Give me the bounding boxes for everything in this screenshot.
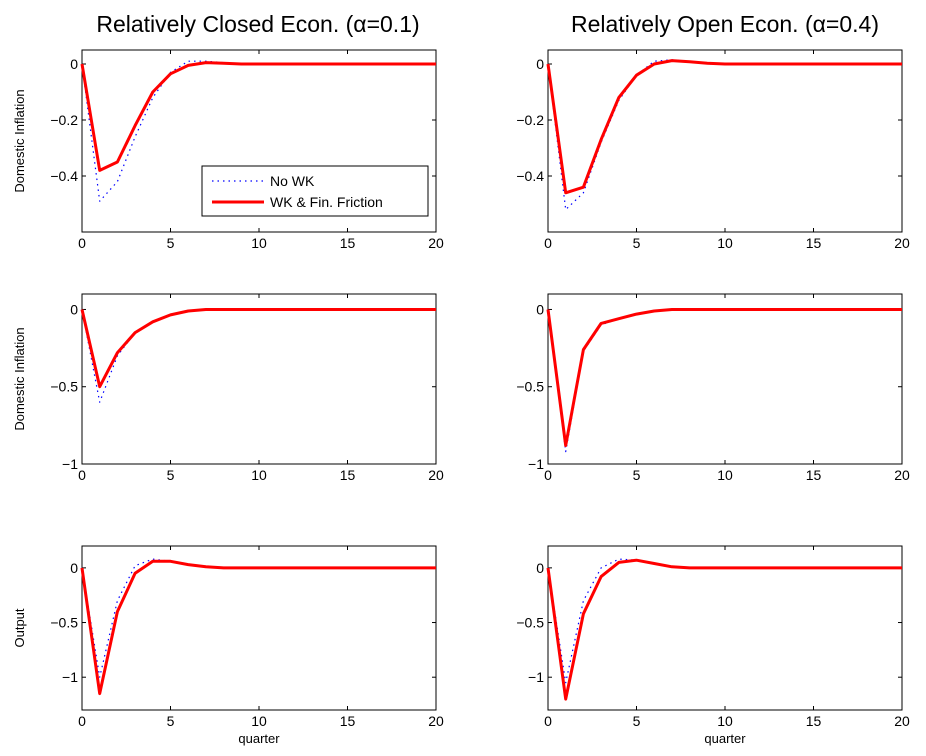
x-tick-label: 10 [251,713,267,729]
y-axis-label: Domestic Inflation [12,89,27,192]
panel-2: 0 5 10 15 20 0 −0.2 −0.4 [516,49,910,251]
y-tick-label: −1 [528,669,544,685]
y-tick-label: 0 [536,560,544,576]
panel-5: 0 5 10 15 20 0 −0.5 −1 Output quarter [12,545,444,746]
x-tick-label: 15 [340,467,356,483]
x-tick-label: 20 [894,467,910,483]
x-tick-label: 5 [633,235,641,251]
x-tick-label: 20 [894,235,910,251]
y-tick-label: 0 [70,56,78,72]
y-tick-label: −1 [62,456,78,472]
series-line-wk-fin-friction [546,558,902,701]
panel-6: 0 5 10 15 20 0 −0.5 −1 quarter [516,545,910,746]
x-tick-label: 5 [167,713,175,729]
legend: No WK WK & Fin. Friction [201,165,429,217]
x-tick-label: 10 [717,713,733,729]
panel-1: 0 5 10 15 20 0 −0.2 −0.4 Domestic Inflation [12,49,444,251]
x-tick-label: 10 [251,235,267,251]
x-tick-label: 0 [78,713,86,729]
x-tick-label: 15 [340,235,356,251]
x-tick-label: 5 [633,713,641,729]
axes-box [81,545,437,711]
series-line-no-wk [547,308,902,453]
y-tick-label: −0.4 [50,168,78,184]
axes-box [547,545,903,711]
x-tick-label: 0 [544,713,552,729]
x-tick-label: 20 [428,235,444,251]
x-tick-label: 0 [78,235,86,251]
panel-4: 0 5 10 15 20 0 −0.5 −1 [516,293,910,483]
y-tick-label: 0 [536,301,544,317]
x-tick-label: 20 [894,713,910,729]
x-tick-label: 10 [251,467,267,483]
legend-label-no-wk: No WK [270,173,315,189]
y-tick-label: −0.2 [50,112,78,128]
x-tick-label: 20 [428,713,444,729]
x-tick-label: 0 [544,467,552,483]
x-tick-label: 15 [806,235,822,251]
x-axis-label: quarter [704,731,746,746]
y-tick-label: −0.5 [50,379,78,395]
series-line-wk-fin-friction [546,59,902,195]
series-line-no-wk [547,59,902,211]
y-tick-label: 0 [536,56,544,72]
y-tick-label: 0 [70,301,78,317]
column-title-open: Relatively Open Econ. (α=0.4) [571,11,879,37]
panel-3: 0 5 10 15 20 0 −0.5 −1 Domestic Inflation [12,293,444,483]
y-tick-label: −0.5 [50,615,78,631]
y-tick-label: −0.2 [516,112,544,128]
panels: 0 5 10 15 20 0 −0.2 −0.4 Domestic Inflation 0 5 10 1… [12,49,910,746]
y-axis-label: Domestic Inflation [12,327,27,430]
series-line-wk-fin-friction [80,559,436,696]
x-tick-label: 0 [78,467,86,483]
x-tick-label: 5 [167,467,175,483]
x-tick-label: 15 [340,713,356,729]
x-tick-label: 15 [806,467,822,483]
column-title-closed: Relatively Closed Econ. (α=0.1) [96,11,419,37]
x-axis-label: quarter [238,731,280,746]
series-line-wk-fin-friction [80,308,436,389]
y-tick-label: −1 [528,456,544,472]
x-tick-label: 0 [544,235,552,251]
x-tick-label: 15 [806,713,822,729]
y-tick-label: −0.5 [516,379,544,395]
x-tick-label: 5 [167,235,175,251]
y-tick-label: −1 [62,669,78,685]
y-tick-label: 0 [70,560,78,576]
y-tick-label: −0.4 [516,168,544,184]
series-line-wk-fin-friction [546,308,902,447]
x-tick-label: 5 [633,467,641,483]
x-tick-label: 10 [717,467,733,483]
series-line-wk-fin-friction [80,61,436,172]
legend-label-wk-fin-friction: WK & Fin. Friction [270,194,383,210]
axes-box [81,293,437,465]
x-tick-label: 10 [717,235,733,251]
legend-box [201,165,429,217]
x-tick-label: 20 [428,467,444,483]
y-tick-label: −0.5 [516,615,544,631]
axes-box [547,293,903,465]
series-line-no-wk [81,308,436,403]
y-axis-label: Output [12,608,27,647]
